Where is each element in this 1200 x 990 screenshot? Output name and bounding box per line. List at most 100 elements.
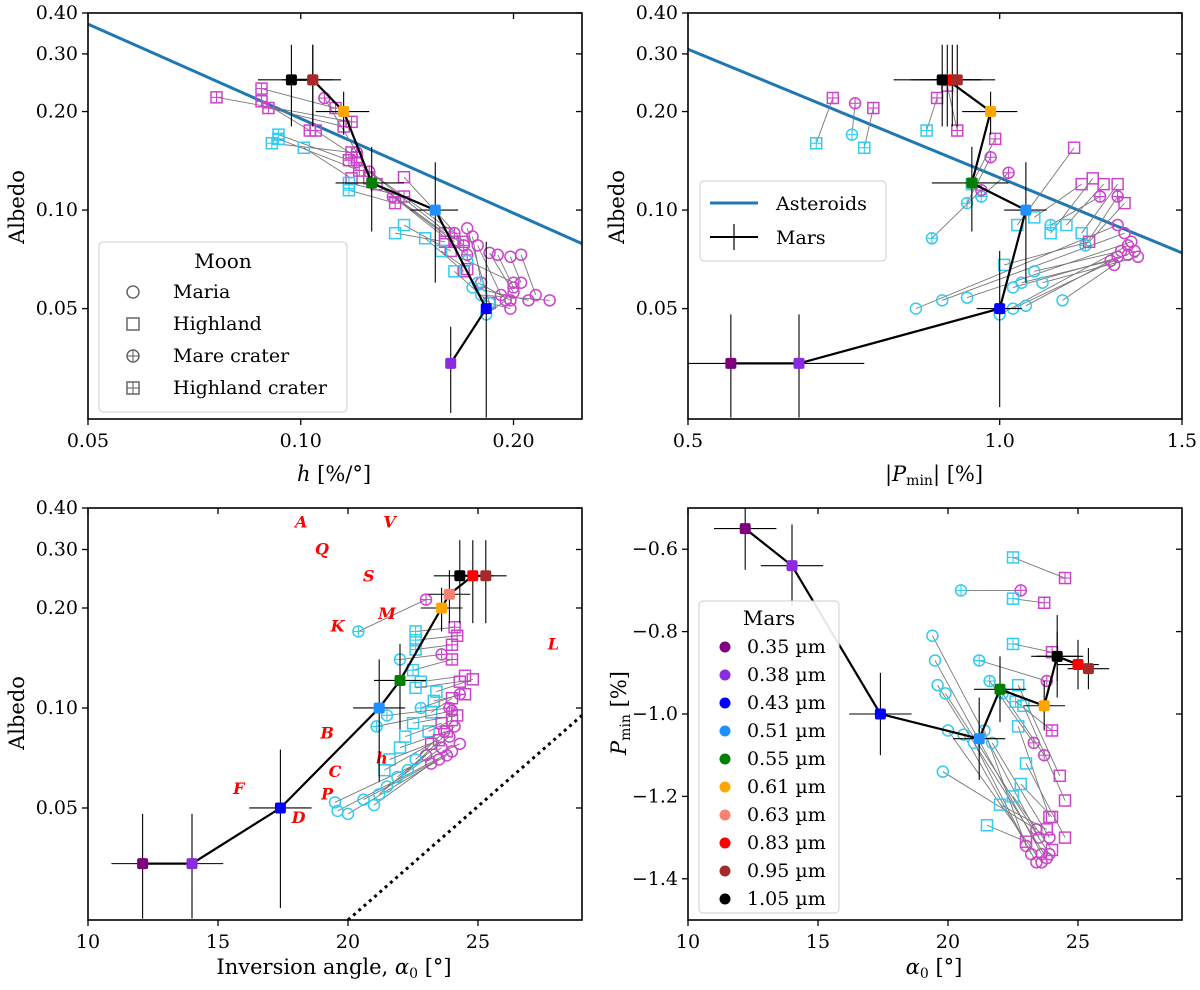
moon-point bbox=[507, 276, 520, 289]
plot-area: A V Q SM K L B Ch F PD bbox=[111, 512, 582, 920]
y-tick-label: 0.20 bbox=[636, 101, 678, 123]
moon-point bbox=[357, 793, 370, 806]
moon-pair-link bbox=[1085, 196, 1119, 246]
moon-pair-link bbox=[386, 707, 450, 716]
moon-point bbox=[1067, 141, 1081, 155]
moon-pair-link bbox=[1012, 557, 1066, 579]
moon-point bbox=[418, 232, 432, 245]
moon-pair-link bbox=[1021, 260, 1111, 284]
y-tick-label: 0.05 bbox=[636, 298, 678, 320]
moon-pair-link bbox=[261, 100, 311, 131]
moon-pair-link bbox=[347, 754, 448, 815]
asteroid-type-V: V bbox=[383, 512, 397, 531]
x-tick-label: 20 bbox=[336, 931, 360, 953]
moon-pair-link bbox=[1042, 256, 1139, 284]
moon-pair-link bbox=[983, 730, 1027, 846]
plot-area bbox=[88, 22, 582, 418]
mars-point bbox=[1051, 650, 1063, 662]
legend-entry-label: Mars bbox=[776, 227, 826, 249]
moon-pair-link bbox=[412, 714, 458, 724]
moon-point bbox=[1040, 823, 1054, 836]
mars-point bbox=[793, 357, 805, 369]
moon-point bbox=[522, 294, 535, 307]
legend-box bbox=[98, 241, 348, 413]
line-legend: Asteroids Mars bbox=[699, 180, 887, 262]
moon-pair-link bbox=[412, 659, 453, 671]
moon-pair-link bbox=[1034, 183, 1082, 218]
y-tick-label: 0.10 bbox=[36, 199, 78, 221]
mars-point bbox=[725, 357, 737, 369]
y-tick-label: 0.10 bbox=[36, 697, 78, 719]
axes-frame bbox=[87, 507, 583, 921]
moon-point bbox=[926, 629, 939, 642]
moon-pair-link bbox=[403, 224, 451, 252]
moon-pair-link bbox=[1022, 705, 1066, 801]
mars-point bbox=[373, 702, 385, 714]
y-tick-label: 0.40 bbox=[36, 2, 78, 24]
moon-point bbox=[997, 258, 1011, 272]
moon-point bbox=[435, 741, 448, 754]
x-tick-label: 15 bbox=[206, 931, 230, 953]
moon-point bbox=[453, 737, 467, 751]
y-tick-label: 0.40 bbox=[36, 497, 78, 519]
legend-entry-label: 0.35 µm bbox=[747, 636, 826, 658]
legend-color-dot bbox=[719, 753, 731, 765]
moon-pair-link bbox=[999, 804, 1048, 830]
legend-entry-label: 0.63 µm bbox=[747, 804, 826, 826]
moon-pair-link bbox=[942, 232, 1125, 301]
moon-pair-link bbox=[863, 107, 874, 148]
moon-pair-link bbox=[915, 224, 1118, 310]
legend-color-dot bbox=[719, 669, 731, 681]
legend-entry-label: 0.95 µm bbox=[747, 860, 826, 882]
moon-pair-link bbox=[303, 147, 352, 179]
x-tick-label: 0.05 bbox=[67, 430, 109, 452]
moon-point bbox=[397, 218, 411, 232]
moon-point bbox=[422, 725, 435, 738]
moon-pair-link bbox=[399, 653, 442, 660]
dotted-limit-line bbox=[347, 714, 582, 920]
moon-point bbox=[1019, 299, 1033, 313]
moon-point bbox=[935, 294, 949, 307]
mars-point bbox=[1072, 659, 1084, 671]
legend-box bbox=[699, 180, 887, 262]
plot-area bbox=[714, 508, 1110, 869]
moon-pair-link bbox=[376, 183, 455, 243]
moon-pair-link bbox=[386, 747, 442, 787]
mars-point bbox=[985, 106, 997, 118]
moon-point bbox=[1111, 177, 1124, 191]
moon-point bbox=[936, 765, 950, 778]
moon-point bbox=[939, 687, 952, 700]
asteroid-trend-line bbox=[88, 22, 582, 245]
moon-pair-link bbox=[261, 88, 336, 109]
legend-entry-label: 0.38 µm bbox=[747, 664, 826, 686]
panel-albedo-vs-inversion-angle: Inversion angle, α0 [°] Albedo A V Q SM K L B C… bbox=[5, 497, 583, 982]
moon-pair-link bbox=[467, 260, 514, 284]
mars-point bbox=[137, 858, 149, 870]
moon-pair-link bbox=[389, 739, 440, 760]
mars-legend: Mars 0.35 µm 0.38 µm 0.43 µm 0.51 µm 0.55 µm 0… bbox=[698, 600, 840, 914]
moon-pair-link bbox=[415, 681, 460, 689]
moon-point bbox=[1104, 254, 1117, 268]
mars-point bbox=[1020, 204, 1032, 216]
y-tick-label: 0.30 bbox=[36, 539, 78, 561]
moon-pair-link bbox=[384, 743, 432, 771]
legend-color-dot bbox=[719, 865, 731, 877]
moon-pair-link bbox=[407, 726, 455, 771]
moon-pair-link bbox=[420, 693, 460, 709]
moon-point bbox=[401, 763, 415, 777]
moon-pair-link bbox=[216, 96, 352, 123]
x-tick-label: 1.5 bbox=[1167, 430, 1197, 452]
y-axis-label: Pmin [%] bbox=[607, 671, 634, 756]
legend-color-dot bbox=[719, 893, 731, 905]
moon-pair-link bbox=[472, 236, 482, 283]
moon-point bbox=[1058, 831, 1072, 844]
moon-point bbox=[1015, 276, 1028, 289]
moon-point bbox=[297, 141, 311, 155]
moon-point bbox=[514, 276, 528, 289]
moon-point bbox=[909, 302, 923, 315]
x-tick-label: 1.0 bbox=[985, 430, 1015, 452]
mars-point bbox=[394, 674, 406, 686]
moon-pair-link bbox=[966, 157, 991, 204]
asteroid-type-P: P bbox=[320, 785, 334, 804]
moon-point bbox=[1011, 720, 1025, 733]
